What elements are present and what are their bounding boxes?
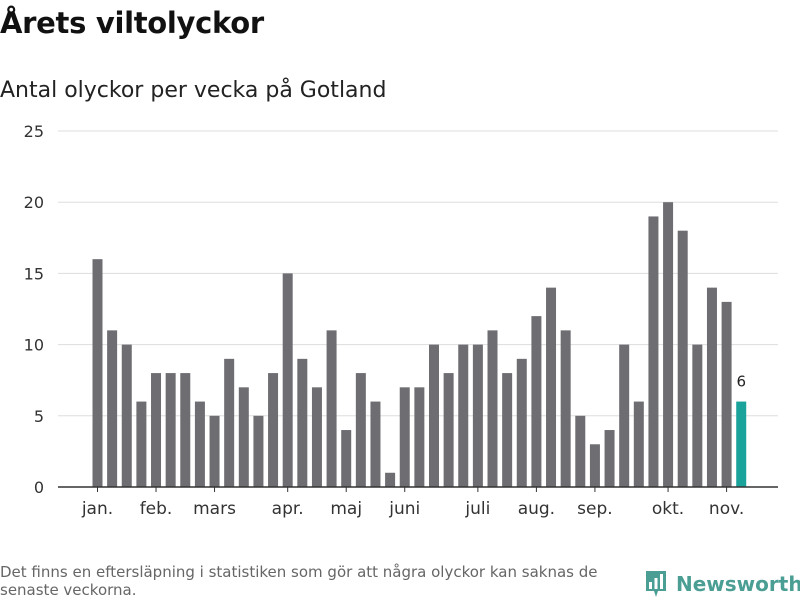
x-tick-label: jan. xyxy=(81,499,113,519)
x-tick-label: juli xyxy=(464,499,490,519)
bar xyxy=(692,344,703,487)
x-axis-ticks: jan. feb. mars apr. maj juni juli aug. sep. okt. n… xyxy=(81,487,744,519)
y-tick-label: 5 xyxy=(34,407,44,426)
bar xyxy=(604,430,615,487)
bar xyxy=(560,330,571,487)
y-axis-ticks: 0 5 10 15 20 25 xyxy=(24,122,44,497)
bar xyxy=(546,287,557,487)
bar xyxy=(107,330,118,487)
bar xyxy=(677,230,688,487)
bar xyxy=(721,301,732,487)
bar xyxy=(575,415,586,487)
bar xyxy=(194,401,205,487)
y-tick-label: 15 xyxy=(24,264,44,283)
bar xyxy=(311,387,322,487)
bar xyxy=(151,373,162,487)
bar xyxy=(589,444,600,487)
y-tick-label: 10 xyxy=(24,336,44,355)
bar xyxy=(706,287,717,487)
bar xyxy=(472,344,483,487)
bar xyxy=(487,330,498,487)
bar-chart: 0 5 10 15 20 25 6 jan. feb. mars apr. maj juni juli… xyxy=(24,122,778,519)
bar xyxy=(355,373,366,487)
bar xyxy=(414,387,425,487)
chart-subtitle: Antal olyckor per vecka på Gotland xyxy=(0,78,387,103)
x-tick-label: nov. xyxy=(709,499,744,519)
bar xyxy=(180,373,191,487)
bar xyxy=(268,373,279,487)
brand-name: Newsworthy xyxy=(676,572,800,596)
bar xyxy=(663,202,674,487)
bar xyxy=(224,358,235,487)
x-tick-label: feb. xyxy=(140,499,173,519)
footnote: Det finns en eftersläpning i statistiken… xyxy=(0,563,598,599)
bar xyxy=(516,358,527,487)
bars xyxy=(92,202,747,487)
bar xyxy=(136,401,147,487)
bar xyxy=(619,344,630,487)
y-tick-label: 20 xyxy=(24,193,44,212)
bar xyxy=(458,344,469,487)
bar xyxy=(165,373,176,487)
bar xyxy=(238,387,249,487)
bar xyxy=(370,401,381,487)
bar xyxy=(326,330,337,487)
x-tick-label: mars xyxy=(193,499,236,519)
bar xyxy=(282,273,293,487)
x-tick-label: maj xyxy=(330,499,362,519)
data-label-last: 6 xyxy=(736,373,746,391)
bar xyxy=(443,373,454,487)
bar xyxy=(428,344,439,487)
bar xyxy=(121,344,132,487)
bar xyxy=(502,373,513,487)
bar xyxy=(297,358,308,487)
x-tick-label: apr. xyxy=(272,499,304,519)
chart-title: Årets viltolyckor xyxy=(0,6,264,40)
y-tick-label: 25 xyxy=(24,122,44,141)
bar xyxy=(399,387,410,487)
bar xyxy=(633,401,644,487)
bar xyxy=(341,430,352,487)
x-tick-label: juni xyxy=(388,499,420,519)
bar xyxy=(92,259,103,487)
x-tick-label: sep. xyxy=(577,499,613,519)
data-labels: 6 xyxy=(736,373,746,391)
bar xyxy=(531,316,542,487)
newsworthy-logo-icon xyxy=(646,571,666,597)
bar xyxy=(209,415,220,487)
x-tick-label: okt. xyxy=(652,499,684,519)
bar xyxy=(253,415,264,487)
y-tick-label: 0 xyxy=(34,478,44,497)
bar xyxy=(648,216,659,487)
bar-highlight xyxy=(736,401,747,487)
newsworthy-logo[interactable]: Newsworthy xyxy=(644,568,800,600)
bar xyxy=(385,472,396,487)
x-tick-label: aug. xyxy=(518,499,555,519)
